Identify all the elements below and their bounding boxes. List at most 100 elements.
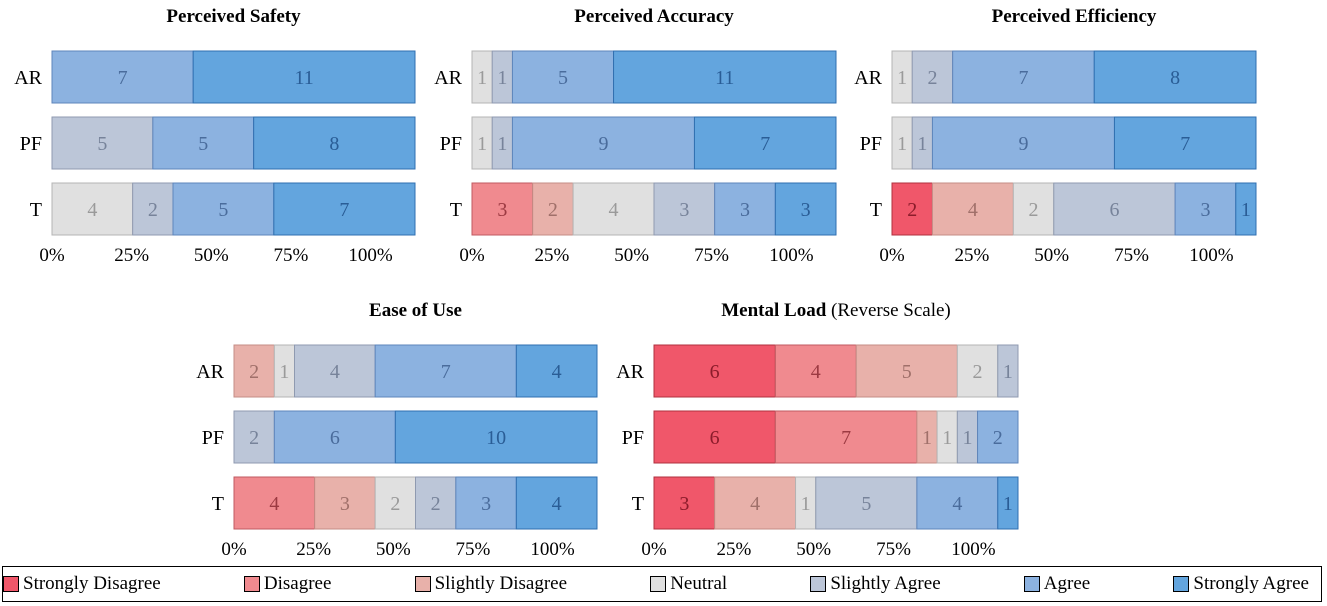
bar-segment-slightly-agree [653,182,716,236]
bar-segment-agree [455,476,517,530]
bar-segment-strongly-agree [253,116,416,170]
x-tick-label: 75% [274,245,309,266]
bar-segment-strongly-agree [1113,116,1257,170]
bar-segment-agree [172,182,275,236]
legend-swatch [414,576,431,592]
row-label-ar: AR [616,361,644,383]
data-label: 2 [390,493,400,515]
data-label: 1 [477,67,487,89]
data-label: 1 [279,361,289,383]
x-tick-label: 75% [694,245,729,266]
legend-label: Slightly Agree [830,573,941,594]
bar-segment-strongly-agree [192,50,416,104]
legend-label: Strongly Agree [1193,573,1309,594]
x-tick-label: 100% [1189,245,1234,266]
x-tick-label: 50% [376,539,411,560]
data-label: 2 [993,427,1003,449]
data-label: 7 [1180,133,1190,155]
data-label: 8 [329,133,339,155]
legend-label: Agree [1043,573,1091,594]
x-tick-label: 0% [879,245,905,266]
chart-perceived-safety: Perceived Safety AR 7 11 PF 5 5 8 T 4 2 5 7 0% 25% 50% 7… [14,6,416,266]
data-label: 4 [330,361,340,383]
row-label-ar: AR [14,67,42,89]
data-label: 8 [1170,67,1180,89]
data-label: 4 [87,199,97,221]
data-label: 5 [861,493,871,515]
data-label: 3 [497,199,507,221]
data-label: 7 [1018,67,1028,89]
row-label-t: T [870,199,882,221]
x-tick-label: 25% [954,245,989,266]
row-label-t: T [450,199,462,221]
data-label: 4 [968,199,978,221]
x-tick-label: 50% [1034,245,1069,266]
bar-segment-strongly-disagree [653,344,776,398]
bar-segment-strongly-disagree [891,182,933,236]
chart-title: Perceived Safety [166,6,301,27]
legend-item-slightly-disagree: Slightly Disagree [414,573,568,595]
bar-segment-slightly-agree [233,410,275,464]
bar-segment-agree [931,116,1115,170]
data-label: 3 [679,493,689,515]
legend-label: Disagree [263,573,332,594]
x-tick-label: 50% [194,245,229,266]
legend-swatch [650,576,667,592]
data-label: 1 [1241,199,1251,221]
bar-segment-strongly-agree [1235,182,1257,236]
bar-segment-disagree [471,182,534,236]
x-tick-label: 25% [716,539,751,560]
data-label: 2 [249,427,259,449]
row-label-pf: PF [202,427,224,449]
data-label: 1 [497,133,507,155]
data-label: 7 [841,427,851,449]
data-label: 5 [97,133,107,155]
data-label: 3 [740,199,750,221]
data-label: 1 [1003,361,1013,383]
bar-segment-neutral [572,182,655,236]
legend-label: Neutral [670,573,728,594]
bar-segment-slightly-agree [132,182,174,236]
legend-item-strongly-disagree: Strongly Disagree [3,573,161,595]
data-label: 4 [552,361,562,383]
data-label: 9 [598,133,608,155]
row-label-pf: PF [622,427,644,449]
x-tick-label: 75% [456,539,491,560]
data-label: 4 [609,199,619,221]
bar-segment-agree [977,410,1019,464]
legend-swatch [1023,576,1040,592]
bar-segment-slightly-disagree [714,476,797,530]
chart-title: Perceived Accuracy [574,6,734,27]
legend-label: Slightly Disagree [434,573,568,594]
chart-title: Ease of Use [369,300,462,321]
bar-segment-agree [916,476,999,530]
bar-segment-strongly-agree [394,410,598,464]
bar-segment-slightly-agree [1053,182,1176,236]
bar-segment-strongly-disagree [653,410,776,464]
bar-segment-strongly-agree [997,476,1019,530]
x-tick-label: 100% [530,539,575,560]
data-label: 1 [897,133,907,155]
x-tick-label: 0% [221,539,247,560]
data-label: 1 [942,427,952,449]
bar-segment-slightly-disagree [233,344,275,398]
row-label-pf: PF [440,133,462,155]
bar-segment-slightly-agree [997,344,1019,398]
bar-segment-agree [714,182,776,236]
row-label-pf: PF [20,133,42,155]
data-label: 10 [486,427,506,449]
legend-item-disagree: Disagree [243,573,332,595]
bar-segment-neutral [956,344,999,398]
data-label: 6 [710,427,720,449]
data-label: 4 [811,361,821,383]
data-label: 3 [1200,199,1210,221]
data-label: 2 [431,493,441,515]
data-label: 2 [973,361,983,383]
bar-segment-slightly-agree [911,50,954,104]
data-label: 1 [801,493,811,515]
data-label: 1 [497,67,507,89]
legend-swatch [243,576,260,592]
